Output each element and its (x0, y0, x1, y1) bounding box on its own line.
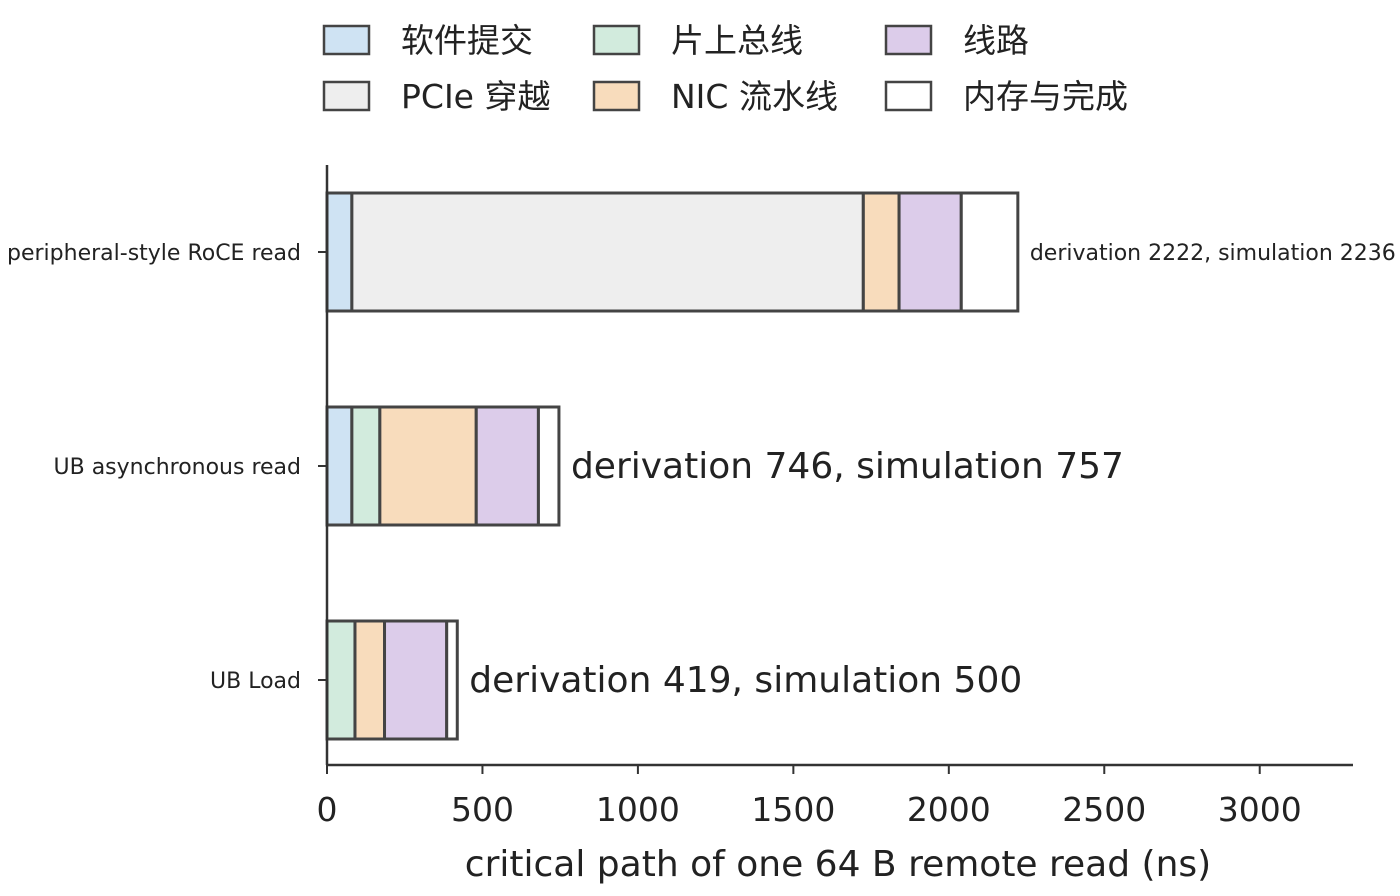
legend-item: 软件提交 (322, 21, 533, 60)
bar-segment (325, 619, 357, 741)
bar-segment (861, 191, 901, 313)
x-tick-label: 500 (451, 790, 514, 829)
legend-swatch (884, 80, 933, 112)
legend-label: 软件提交 (401, 21, 533, 60)
bar-segment (325, 191, 354, 313)
axes-group: 0 500 1000 1500 2000 2500 3000 peripheral-style… (7, 165, 1353, 885)
bar-segment (383, 619, 449, 741)
x-tick-label: 2500 (1062, 790, 1146, 829)
legend-item: PCIe 穿越 (322, 77, 550, 116)
bar-annotation: derivation 419, simulation 500 (469, 660, 1022, 701)
bars-group (325, 191, 1020, 741)
bar-segment (353, 619, 387, 741)
category-label: UB asynchronous read (54, 455, 302, 480)
x-tick-label: 2000 (907, 790, 991, 829)
category-label: peripheral-style RoCE read (7, 241, 301, 266)
bar-segment (350, 405, 382, 527)
legend-label: 线路 (963, 21, 1029, 60)
legend-item: 片上总线 (592, 21, 803, 60)
legend-label: 片上总线 (671, 21, 803, 60)
legend-item: 内存与完成 (884, 77, 1128, 116)
bar-segment (536, 405, 561, 527)
legend-swatch (884, 24, 933, 56)
bar-annotation: derivation 2222, simulation 2236 (1030, 241, 1396, 266)
bar-segment (445, 619, 459, 741)
x-tick-label: 0 (317, 790, 338, 829)
legend-swatch (592, 80, 641, 112)
x-tick-label: 1500 (751, 790, 835, 829)
bar-segment (325, 405, 354, 527)
legend-swatch (592, 24, 641, 56)
bar-segment (350, 191, 865, 313)
x-tick-label: 3000 (1218, 790, 1302, 829)
legend-swatch (322, 24, 371, 56)
bar-annotation: derivation 746, simulation 757 (571, 446, 1124, 487)
bar-segment (378, 405, 478, 527)
bar-segment (474, 405, 540, 527)
legend-label: NIC 流水线 (671, 77, 838, 116)
x-axis-title: critical path of one 64 B remote read (n… (465, 844, 1211, 885)
legend: 软件提交 片上总线 线路 PCIe 穿越 NIC 流水线 内存与完成 (322, 21, 1128, 116)
bar-segment (959, 191, 1020, 313)
x-tick-label: 1000 (596, 790, 680, 829)
bar-segment (897, 191, 963, 313)
legend-swatch (322, 80, 371, 112)
annotations-group: derivation 2222, simulation 2236 derivati… (469, 241, 1396, 701)
legend-label: PCIe 穿越 (401, 77, 550, 116)
category-label: UB Load (210, 669, 301, 694)
legend-item: 线路 (884, 21, 1029, 60)
legend-label: 内存与完成 (963, 77, 1128, 116)
legend-item: NIC 流水线 (592, 77, 838, 116)
